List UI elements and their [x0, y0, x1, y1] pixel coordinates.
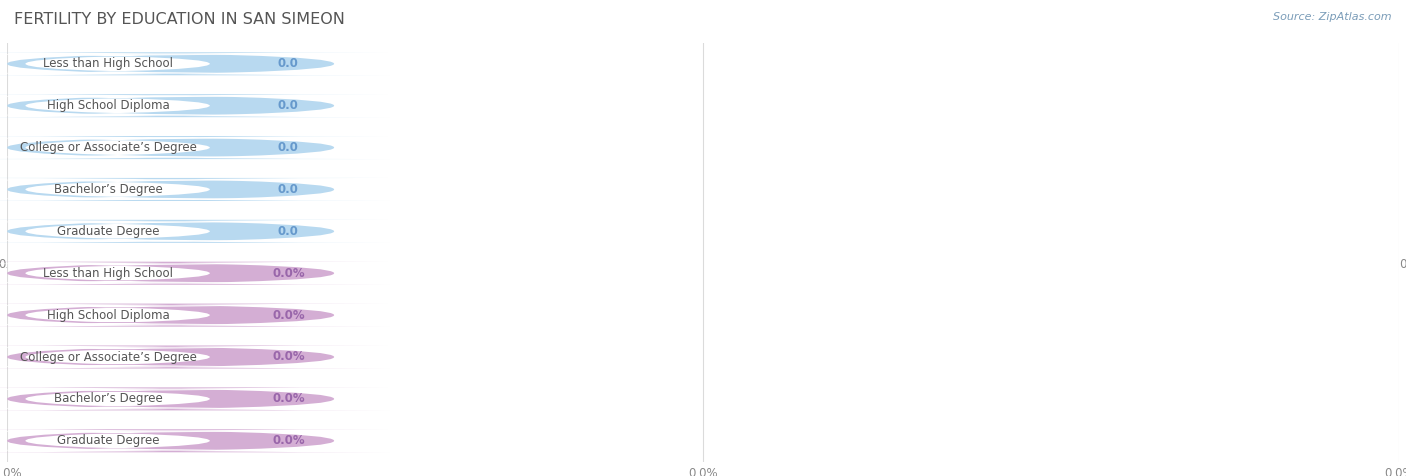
- Text: 0.0%: 0.0%: [271, 392, 305, 406]
- FancyBboxPatch shape: [0, 180, 347, 199]
- FancyBboxPatch shape: [0, 431, 347, 450]
- FancyBboxPatch shape: [0, 138, 347, 157]
- FancyBboxPatch shape: [0, 52, 389, 75]
- Text: High School Diploma: High School Diploma: [46, 99, 170, 112]
- Text: Less than High School: Less than High School: [44, 267, 173, 280]
- Text: Source: ZipAtlas.com: Source: ZipAtlas.com: [1274, 12, 1392, 22]
- FancyBboxPatch shape: [0, 96, 347, 115]
- Text: FERTILITY BY EDUCATION IN SAN SIMEON: FERTILITY BY EDUCATION IN SAN SIMEON: [14, 12, 344, 27]
- Text: High School Diploma: High School Diploma: [46, 308, 170, 322]
- Text: 0.0%: 0.0%: [271, 267, 305, 280]
- FancyBboxPatch shape: [0, 220, 389, 243]
- FancyBboxPatch shape: [0, 264, 347, 283]
- Text: Graduate Degree: Graduate Degree: [58, 225, 160, 238]
- Text: Less than High School: Less than High School: [44, 57, 173, 70]
- Text: College or Associate’s Degree: College or Associate’s Degree: [20, 350, 197, 364]
- Text: 0.0%: 0.0%: [271, 350, 305, 364]
- FancyBboxPatch shape: [0, 346, 389, 368]
- Text: 0.0%: 0.0%: [271, 434, 305, 447]
- FancyBboxPatch shape: [0, 389, 347, 408]
- FancyBboxPatch shape: [0, 262, 389, 285]
- FancyBboxPatch shape: [0, 304, 389, 327]
- FancyBboxPatch shape: [0, 136, 389, 159]
- FancyBboxPatch shape: [0, 54, 347, 73]
- Text: 0.0: 0.0: [278, 99, 299, 112]
- Text: 0.0: 0.0: [278, 57, 299, 70]
- FancyBboxPatch shape: [0, 429, 389, 452]
- FancyBboxPatch shape: [0, 94, 389, 117]
- Text: 0.0: 0.0: [278, 225, 299, 238]
- Text: Graduate Degree: Graduate Degree: [58, 434, 160, 447]
- Text: Bachelor’s Degree: Bachelor’s Degree: [53, 392, 163, 406]
- Text: College or Associate’s Degree: College or Associate’s Degree: [20, 141, 197, 154]
- Text: 0.0%: 0.0%: [271, 308, 305, 322]
- FancyBboxPatch shape: [0, 387, 389, 410]
- Text: 0.0: 0.0: [278, 141, 299, 154]
- FancyBboxPatch shape: [0, 178, 389, 201]
- Text: 0.0: 0.0: [278, 183, 299, 196]
- FancyBboxPatch shape: [0, 306, 347, 325]
- Text: Bachelor’s Degree: Bachelor’s Degree: [53, 183, 163, 196]
- FancyBboxPatch shape: [0, 222, 347, 241]
- FancyBboxPatch shape: [0, 347, 347, 367]
